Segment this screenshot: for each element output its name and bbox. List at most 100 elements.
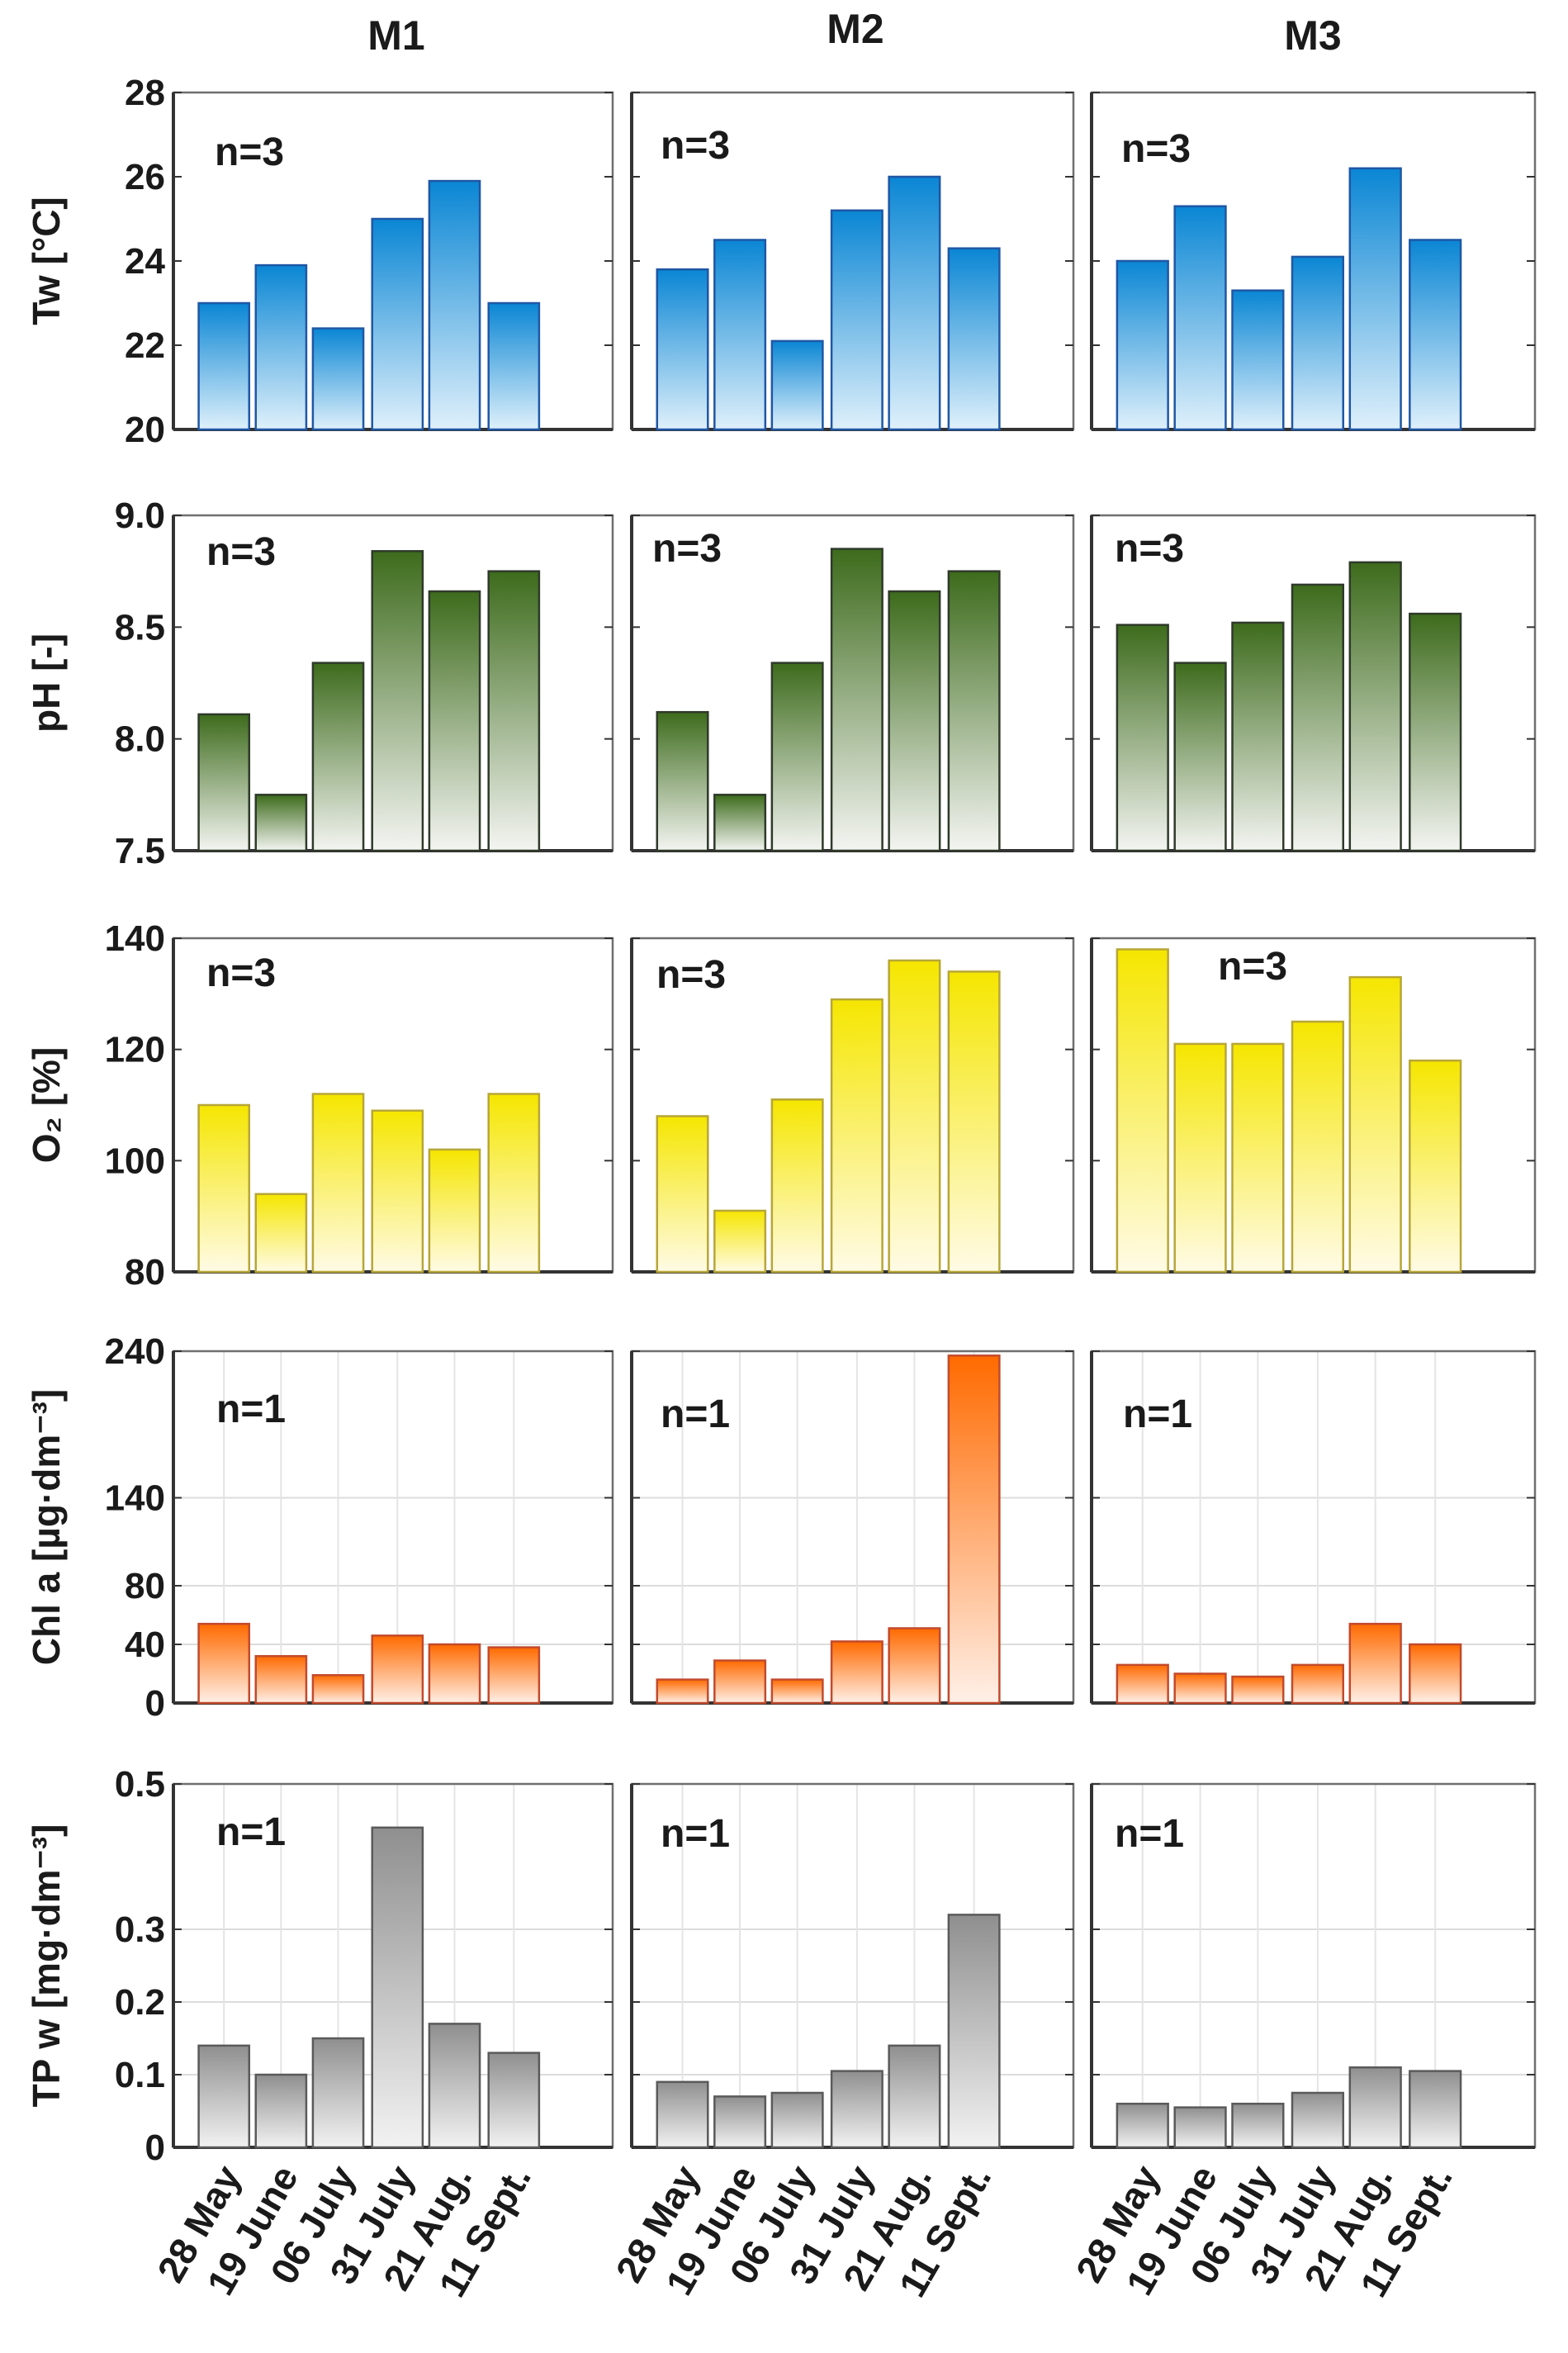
bar-m3-19-june — [1173, 1672, 1227, 1705]
bar-m1-28-may — [197, 2044, 251, 2149]
bar-m3-31-july — [1291, 2091, 1344, 2149]
bar-m2-21-aug — [888, 1627, 941, 1705]
bar-m2-31-july — [830, 1640, 883, 1705]
y-axis-label: pH [-] — [25, 633, 68, 733]
sample-size-label: n=3 — [1121, 127, 1191, 171]
y-tick-label: 80 — [125, 1566, 165, 1606]
bar-m2-21-aug — [888, 590, 941, 852]
bar-m3-06-july — [1231, 289, 1285, 431]
y-tick-label: 0 — [145, 2128, 165, 2168]
bar-m1-31-july — [371, 1826, 424, 2149]
sample-size-label: n=3 — [652, 527, 722, 571]
bar-m1-31-july — [371, 217, 424, 431]
y-tick-label: 22 — [125, 325, 165, 366]
bar-m1-31-july — [371, 1634, 424, 1705]
bar-m3-19-june — [1173, 2106, 1227, 2149]
column-header-m3: M3 — [1284, 12, 1341, 59]
y-tick-label: 100 — [105, 1141, 165, 1181]
bar-m2-11-sept — [947, 1354, 1001, 1705]
bar-m2-19-june — [713, 1209, 767, 1274]
sample-size-label: n=1 — [661, 1392, 730, 1436]
bar-m2-06-july — [770, 662, 824, 852]
sample-size-label: n=1 — [216, 1810, 286, 1854]
panel-m2-row-5: n=1 — [630, 1782, 1075, 2149]
panel-m2-row-3: n=3 — [630, 937, 1075, 1274]
y-tick-label: 140 — [105, 1478, 165, 1519]
bar-m2-31-july — [830, 2070, 883, 2149]
bar-m3-19-june — [1173, 662, 1227, 852]
bar-m3-21-aug — [1348, 975, 1402, 1274]
bar-m1-21-aug — [428, 179, 481, 431]
bar-m2-21-aug — [888, 959, 941, 1274]
bar-m2-06-july — [770, 1678, 824, 1705]
panel-m3-row-2: n=3 — [1090, 514, 1537, 852]
bar-m1-19-june — [254, 1193, 308, 1274]
bar-m3-11-sept — [1409, 2070, 1462, 2149]
bar-m3-06-july — [1231, 2102, 1285, 2149]
panel-m2-row-4: n=1 — [630, 1350, 1075, 1705]
bar-m3-11-sept — [1409, 1059, 1462, 1274]
sample-size-label: n=3 — [215, 130, 284, 174]
sample-size-label: n=3 — [206, 530, 276, 574]
y-tick-label: 26 — [125, 157, 165, 197]
bar-m1-21-aug — [428, 1148, 481, 1274]
y-axis-label: Chl a [µg·dm⁻³] — [25, 1389, 68, 1665]
bar-m1-06-july — [311, 1674, 365, 1705]
bar-m1-19-june — [254, 263, 308, 431]
bar-m1-19-june — [254, 2073, 308, 2149]
panel-m1-row-3: n=3 — [172, 937, 614, 1274]
bar-m2-28-may — [656, 710, 709, 852]
y-tick-label: 20 — [125, 410, 165, 450]
bar-m2-21-aug — [888, 2044, 941, 2149]
y-tick-label: 8.0 — [115, 719, 165, 760]
bar-m2-06-july — [770, 339, 824, 431]
bar-m3-31-july — [1291, 1663, 1344, 1705]
panel-m2-row-1: n=3 — [630, 91, 1075, 431]
bar-m1-31-july — [371, 1109, 424, 1274]
y-tick-label: 0.3 — [115, 1909, 165, 1950]
sample-size-label: n=3 — [1115, 527, 1184, 571]
bar-m1-06-july — [311, 327, 365, 431]
sample-size-label: n=1 — [1115, 1812, 1184, 1856]
bar-m1-19-june — [254, 1654, 308, 1705]
bar-m3-28-may — [1116, 259, 1169, 431]
bar-m2-11-sept — [947, 1914, 1001, 2149]
bar-m3-06-july — [1231, 1042, 1285, 1274]
y-tick-label: 7.5 — [115, 831, 165, 871]
sample-size-label: n=1 — [1123, 1392, 1192, 1436]
bar-m3-06-july — [1231, 1675, 1285, 1705]
bar-m3-28-may — [1116, 2102, 1169, 2149]
y-tick-label: 140 — [105, 918, 165, 959]
y-axis-label: Tw [°C] — [25, 197, 68, 325]
bar-m3-21-aug — [1348, 1622, 1402, 1705]
sample-size-label: n=3 — [656, 953, 726, 997]
y-tick-label: 9.0 — [115, 496, 165, 536]
bar-m3-31-july — [1291, 583, 1344, 852]
bar-m2-28-may — [656, 2080, 709, 2149]
bar-m2-28-may — [656, 1115, 709, 1274]
bar-m3-11-sept — [1409, 239, 1462, 431]
bar-m2-21-aug — [888, 175, 941, 431]
bar-m2-19-june — [713, 794, 767, 852]
panel-m1-row-4: n=1 — [172, 1350, 614, 1705]
bar-m1-11-sept — [487, 1646, 541, 1705]
bar-m2-11-sept — [947, 247, 1001, 431]
sample-size-label: n=1 — [661, 1812, 730, 1856]
bar-m1-21-aug — [428, 590, 481, 852]
bar-m1-21-aug — [428, 1643, 481, 1705]
bar-m1-11-sept — [487, 1093, 541, 1274]
y-tick-label: 28 — [125, 73, 165, 113]
bar-m3-28-may — [1116, 624, 1169, 852]
bar-m2-31-july — [830, 998, 883, 1274]
bar-m1-28-may — [197, 713, 251, 852]
panel-m3-row-1: n=3 — [1090, 91, 1537, 431]
bar-m2-11-sept — [947, 570, 1001, 852]
bar-m3-31-july — [1291, 255, 1344, 431]
y-tick-label: 40 — [125, 1625, 165, 1665]
panel-m3-row-3: n=3 — [1090, 937, 1537, 1274]
bar-m2-19-june — [713, 1659, 767, 1705]
y-axis-label: O₂ [%] — [25, 1047, 68, 1164]
bar-m1-11-sept — [487, 570, 541, 852]
panel-m1-row-1: n=3 — [172, 91, 614, 431]
bar-m3-19-june — [1173, 205, 1227, 431]
